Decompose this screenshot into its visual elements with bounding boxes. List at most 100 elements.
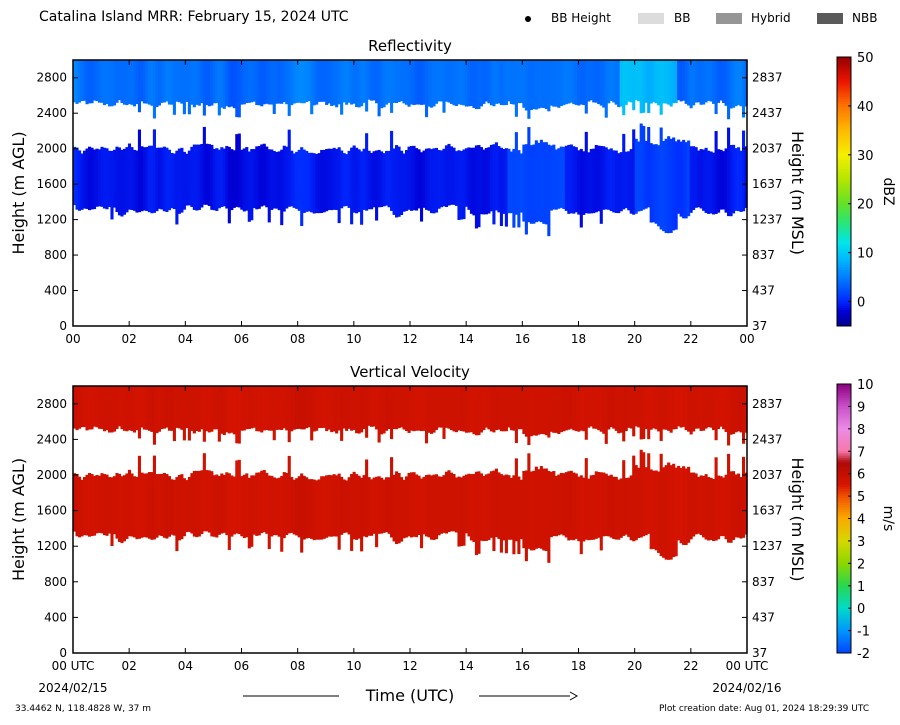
echo-column xyxy=(392,60,396,103)
colorbar-segment xyxy=(837,249,851,253)
x-tick-label: 14 xyxy=(459,332,474,346)
echo-column xyxy=(370,479,374,536)
echo-column xyxy=(280,386,284,430)
echo-column xyxy=(150,386,154,432)
echo-column xyxy=(444,386,449,428)
echo-column xyxy=(692,146,696,210)
echo-column xyxy=(97,149,102,207)
echo-column xyxy=(110,386,114,433)
colorbar-segment xyxy=(837,473,851,477)
y-right-tick-label: 437 xyxy=(752,284,775,298)
echo-column xyxy=(362,475,366,537)
echo-column xyxy=(182,151,186,210)
echo-column xyxy=(272,386,276,441)
echo-column xyxy=(295,386,299,430)
y-right-tick-label: 2037 xyxy=(752,468,783,482)
colorbar-segment xyxy=(837,419,851,423)
echo-column xyxy=(604,473,608,536)
colorbar-segment xyxy=(837,97,851,101)
echo-column xyxy=(82,386,87,427)
echo-column xyxy=(73,386,77,429)
echo-column xyxy=(300,386,304,430)
colorbar-segment xyxy=(837,489,851,493)
echo-column xyxy=(474,471,478,556)
echo-column xyxy=(237,60,241,118)
echo-column xyxy=(212,475,216,537)
echo-column xyxy=(80,153,84,210)
echo-column xyxy=(602,386,606,434)
echo-column xyxy=(255,60,259,106)
echo-column xyxy=(152,386,156,445)
echo-column xyxy=(117,147,122,216)
echo-column xyxy=(85,148,89,209)
echo-column xyxy=(642,386,646,439)
echo-column xyxy=(132,149,137,211)
echo-column xyxy=(482,475,486,542)
echo-column xyxy=(697,386,701,429)
colorbar-segment xyxy=(837,88,851,92)
echo-column xyxy=(599,60,603,106)
echo-column xyxy=(537,386,541,435)
echo-column xyxy=(669,465,673,560)
colorbar-segment xyxy=(837,245,851,249)
echo-column xyxy=(479,386,483,433)
echo-column xyxy=(410,472,414,538)
echo-column xyxy=(140,146,144,212)
echo-column xyxy=(472,60,476,108)
colorbar-tick-label: 9 xyxy=(857,400,865,415)
colorbar-segment xyxy=(837,554,851,558)
echo-column xyxy=(347,386,351,429)
echo-column xyxy=(482,60,486,104)
echo-column xyxy=(302,475,306,540)
colorbar-segment xyxy=(837,160,851,163)
echo-column xyxy=(322,149,326,213)
colorbar-segment xyxy=(837,572,851,576)
colorbar-segment xyxy=(837,70,851,74)
echo-column xyxy=(92,149,97,210)
echo-column xyxy=(377,476,381,534)
echo-column xyxy=(245,473,249,538)
colorbar-segment xyxy=(837,428,851,432)
echo-column xyxy=(285,146,289,209)
echo-column xyxy=(327,60,331,104)
echo-column xyxy=(317,479,321,540)
colorbar-tick-label: 30 xyxy=(857,149,874,164)
colorbar-segment xyxy=(837,437,851,441)
echo-column xyxy=(527,386,531,446)
echo-column xyxy=(689,386,693,435)
echo-column xyxy=(200,60,204,104)
echo-column xyxy=(732,60,736,108)
colorbar-segment xyxy=(837,482,851,486)
colorbar-tick-label: 6 xyxy=(857,468,865,483)
echo-column xyxy=(662,60,666,104)
echo-column xyxy=(237,459,241,535)
echo-column xyxy=(225,60,229,107)
echo-column xyxy=(140,472,144,538)
echo-column xyxy=(554,149,558,210)
colorbar-segment xyxy=(837,122,851,125)
echo-column xyxy=(207,386,211,433)
echo-column xyxy=(290,60,294,106)
echo-column xyxy=(477,60,481,109)
colorbar-segment xyxy=(837,596,851,600)
colorbar-segment xyxy=(837,146,851,150)
echo-column xyxy=(692,60,696,106)
echo-column xyxy=(112,60,117,106)
echo-column xyxy=(729,145,733,217)
echo-column xyxy=(469,60,474,107)
echo-column xyxy=(634,60,638,101)
echo-column xyxy=(395,60,399,104)
colorbar-segment xyxy=(837,323,851,327)
echo-column xyxy=(272,60,276,114)
echo-column xyxy=(732,386,736,434)
echo-column xyxy=(207,60,211,107)
echo-column xyxy=(637,386,641,428)
echo-column xyxy=(167,60,171,105)
echo-column xyxy=(659,127,663,230)
echo-column xyxy=(250,149,254,221)
echo-column xyxy=(230,60,234,107)
echo-column xyxy=(664,60,668,104)
echo-column xyxy=(170,386,174,431)
colorbar-segment xyxy=(837,543,851,546)
